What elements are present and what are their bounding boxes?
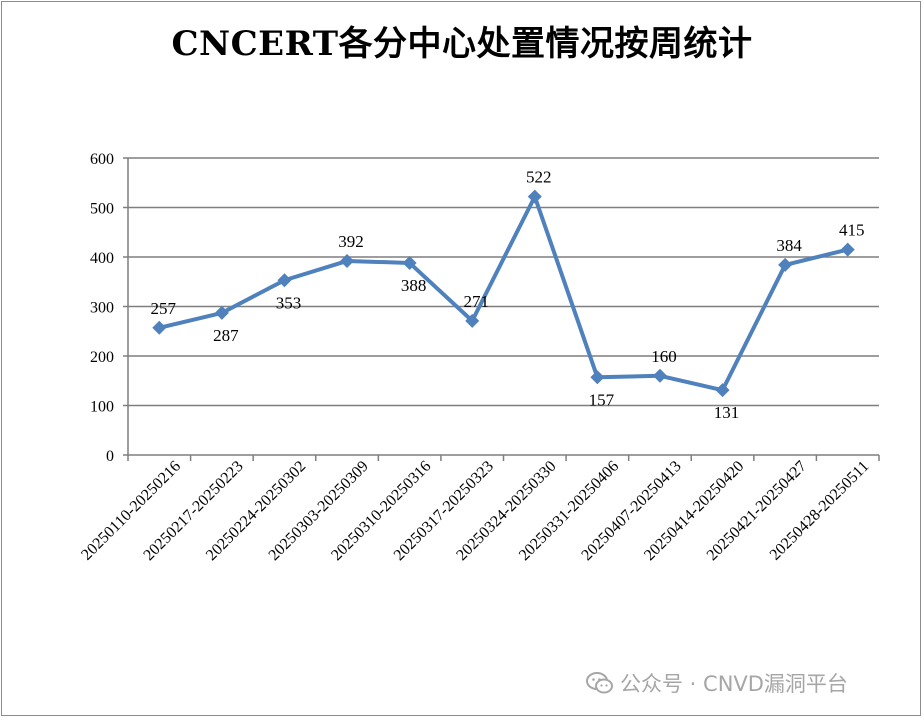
axes: 0 100 200 300 400 500 600	[90, 151, 880, 465]
data-point-marker	[277, 273, 292, 288]
data-point-marker	[715, 383, 730, 398]
series-line	[158, 194, 849, 393]
y-tick-label: 600	[90, 151, 114, 168]
data-label: 257	[151, 299, 177, 318]
data-point-marker	[340, 253, 355, 268]
data-point-marker	[214, 305, 229, 320]
data-label: 522	[526, 168, 552, 187]
data-label: 415	[839, 221, 865, 240]
data-point-marker	[402, 255, 417, 270]
wechat-icon	[586, 672, 613, 694]
data-label: 131	[714, 403, 740, 422]
data-label: 287	[213, 326, 239, 345]
category-labels: 20250110-2025021620250217-20250223202502…	[78, 458, 872, 564]
watermark: 公众号 · CNVD漏洞平台	[586, 668, 848, 698]
y-tick-label: 200	[90, 349, 114, 366]
data-label: 384	[776, 236, 802, 255]
data-point-marker	[527, 189, 542, 204]
y-tick-label: 400	[90, 250, 114, 267]
data-label: 353	[276, 293, 302, 312]
data-label: 157	[589, 390, 615, 409]
watermark-text: 公众号 · CNVD漏洞平台	[620, 672, 848, 696]
data-point-marker	[590, 370, 605, 385]
gridlines	[128, 157, 879, 456]
data-label: 271	[463, 292, 489, 311]
data-label: 160	[651, 347, 677, 366]
y-tick-label: 300	[90, 300, 114, 317]
data-point-marker	[652, 368, 667, 383]
series-layer	[152, 189, 855, 398]
data-labels: 257 287 353 392 388 271 522 157 160 131 384 415	[151, 168, 865, 423]
data-label: 388	[401, 276, 427, 295]
y-tick-label: 500	[90, 201, 114, 218]
data-point-marker	[465, 313, 480, 328]
data-point-marker	[152, 320, 167, 335]
chart-title: CNCERT各分中心处置情况按周统计	[171, 24, 753, 64]
data-point-marker	[840, 242, 855, 257]
data-label: 392	[338, 232, 364, 251]
y-tick-label: 0	[106, 448, 114, 465]
data-point-marker	[778, 257, 793, 272]
y-tick-label: 100	[90, 399, 114, 416]
